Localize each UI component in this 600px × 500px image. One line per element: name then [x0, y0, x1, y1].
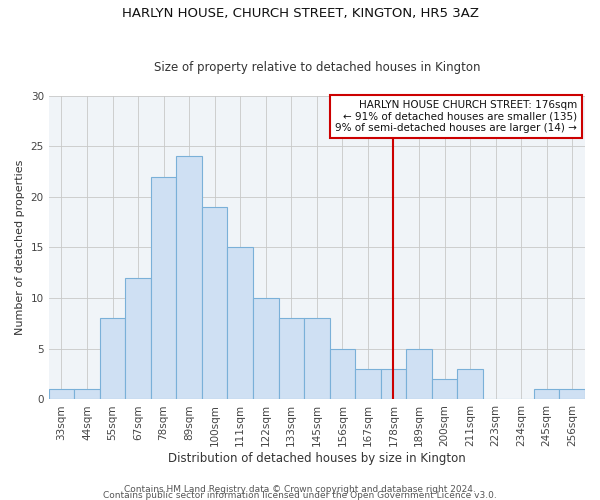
Bar: [125, 278, 151, 400]
Bar: [329, 349, 355, 400]
Bar: [253, 298, 278, 400]
Bar: [304, 318, 329, 400]
Bar: [406, 349, 432, 400]
Title: Size of property relative to detached houses in Kington: Size of property relative to detached ho…: [154, 60, 480, 74]
Bar: [227, 248, 253, 400]
Y-axis label: Number of detached properties: Number of detached properties: [15, 160, 25, 335]
Bar: [457, 369, 483, 400]
Text: HARLYN HOUSE, CHURCH STREET, KINGTON, HR5 3AZ: HARLYN HOUSE, CHURCH STREET, KINGTON, HR…: [121, 8, 479, 20]
X-axis label: Distribution of detached houses by size in Kington: Distribution of detached houses by size …: [168, 452, 466, 465]
Bar: [74, 390, 100, 400]
Bar: [151, 176, 176, 400]
Bar: [432, 379, 457, 400]
Bar: [278, 318, 304, 400]
Text: Contains public sector information licensed under the Open Government Licence v3: Contains public sector information licen…: [103, 490, 497, 500]
Bar: [355, 369, 380, 400]
Text: HARLYN HOUSE CHURCH STREET: 176sqm
← 91% of detached houses are smaller (135)
9%: HARLYN HOUSE CHURCH STREET: 176sqm ← 91%…: [335, 100, 577, 134]
Bar: [559, 390, 585, 400]
Text: Contains HM Land Registry data © Crown copyright and database right 2024.: Contains HM Land Registry data © Crown c…: [124, 484, 476, 494]
Bar: [176, 156, 202, 400]
Bar: [380, 369, 406, 400]
Bar: [100, 318, 125, 400]
Bar: [49, 390, 74, 400]
Bar: [534, 390, 559, 400]
Bar: [202, 207, 227, 400]
